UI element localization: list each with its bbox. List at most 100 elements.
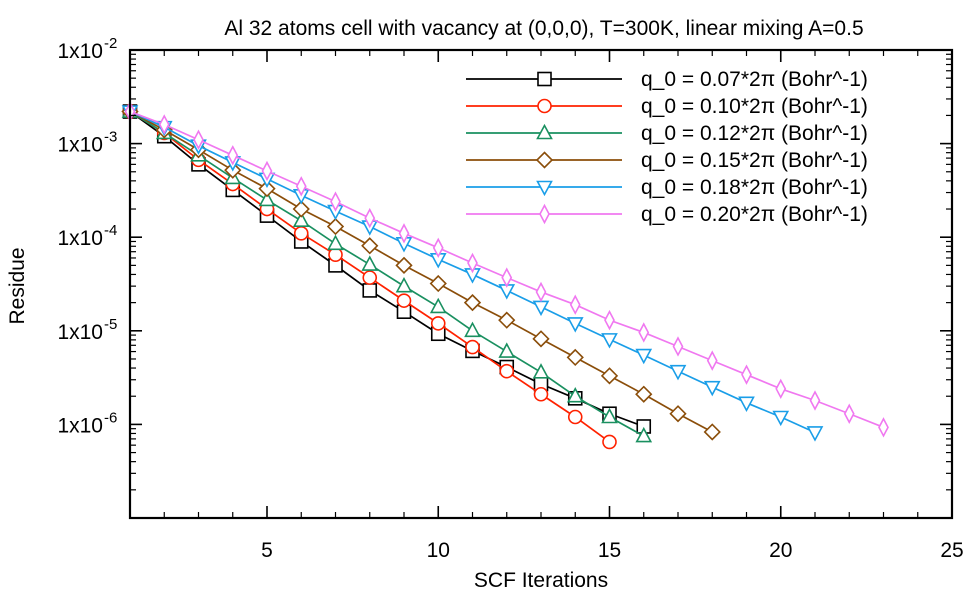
data-point-marker <box>703 423 721 441</box>
data-point-marker <box>775 378 787 400</box>
data-point-marker <box>535 281 547 303</box>
data-point-marker <box>602 434 617 450</box>
legend-label: q_0 = 0.15*2π (Bohr^-1) <box>641 149 868 172</box>
data-point-marker <box>193 129 204 150</box>
data-point-marker <box>878 417 889 438</box>
legend-marker <box>536 180 553 197</box>
y-tick-label-exponent: -4 <box>104 222 117 239</box>
data-point-marker <box>261 160 273 182</box>
y-tick-label: 1x10 -5 <box>57 316 117 344</box>
data-point-marker <box>361 237 379 255</box>
data-point-marker <box>361 255 379 271</box>
legend-entry: q_0 = 0.20*2π (Bohr^-1) <box>466 203 868 226</box>
data-point-marker <box>432 237 444 259</box>
data-point-marker <box>600 367 619 385</box>
data-point-marker <box>672 336 684 357</box>
data-point-marker <box>706 350 718 371</box>
legend-marker <box>537 71 552 87</box>
legend-marker <box>537 98 552 114</box>
data-point-marker <box>532 363 550 379</box>
legend-marker <box>539 203 550 225</box>
data-point-marker <box>395 276 413 293</box>
legend-entry: q_0 = 0.15*2π (Bohr^-1) <box>466 149 868 172</box>
y-tick-label: 1x10 -4 <box>57 222 117 250</box>
y-axis-label: Residue <box>6 247 29 324</box>
data-point-marker <box>327 234 344 251</box>
data-point-marker <box>328 247 343 263</box>
data-point-marker <box>569 294 581 315</box>
data-point-marker <box>772 410 790 427</box>
y-tick-label: 1x10 -3 <box>57 129 117 157</box>
data-point-marker <box>467 252 478 274</box>
plot-layer <box>121 101 889 450</box>
y-tick-label-base: 1x10 <box>57 40 103 63</box>
data-point-marker <box>499 363 515 379</box>
data-point-marker <box>669 364 687 381</box>
y-tick-label: 1x10 -6 <box>57 409 117 437</box>
data-series <box>121 102 653 443</box>
legend-marker <box>535 151 554 169</box>
legend: q_0 = 0.07*2π (Bohr^-1) q_0 = 0.10*2π (Bo… <box>466 68 868 226</box>
data-point-marker <box>566 317 584 333</box>
data-point-marker <box>364 207 376 229</box>
series-line <box>129 110 713 433</box>
x-tick-label: 25 <box>940 539 963 562</box>
data-point-marker <box>601 333 618 349</box>
data-point-marker <box>566 387 584 403</box>
data-point-marker <box>295 176 307 197</box>
x-tick-label: 20 <box>769 539 792 562</box>
data-series <box>124 101 889 438</box>
data-point-marker <box>330 191 341 212</box>
data-point-marker <box>601 407 618 424</box>
data-point-marker <box>703 380 721 397</box>
data-point-marker <box>326 217 345 236</box>
legend-entry: q_0 = 0.07*2π (Bohr^-1) <box>466 68 868 91</box>
data-point-marker <box>566 348 584 367</box>
data-point-marker <box>498 311 516 329</box>
y-tick-label-exponent: -6 <box>104 409 117 426</box>
data-point-marker <box>398 223 410 244</box>
chart-title: Al 32 atoms cell with vacancy at (0,0,0)… <box>224 17 863 40</box>
x-tick-label: 5 <box>261 539 273 562</box>
y-tick-label-exponent: -5 <box>104 316 117 333</box>
legend-entry: q_0 = 0.10*2π (Bohr^-1) <box>466 95 868 118</box>
y-tick-label-exponent: -2 <box>104 35 117 52</box>
legend-label: q_0 = 0.18*2π (Bohr^-1) <box>641 176 868 199</box>
y-tick-label: 1x10 -2 <box>57 35 117 63</box>
legend-label: q_0 = 0.20*2π (Bohr^-1) <box>641 203 868 226</box>
data-point-marker <box>635 348 653 365</box>
y-tick-label-base: 1x10 <box>57 227 103 250</box>
x-tick-label: 15 <box>598 539 621 562</box>
data-point-marker <box>258 180 276 198</box>
data-point-marker <box>395 256 413 275</box>
data-series <box>121 102 721 441</box>
data-point-marker <box>464 321 481 338</box>
data-point-marker <box>292 200 310 218</box>
data-point-marker <box>604 309 615 331</box>
data-point-marker <box>362 270 378 285</box>
legend-entry: q_0 = 0.18*2π (Bohr^-1) <box>466 176 868 199</box>
x-axis-label: SCF Iterations <box>474 569 608 592</box>
data-point-marker <box>532 300 550 317</box>
data-point-marker <box>635 426 653 443</box>
data-point-marker <box>293 226 309 241</box>
data-point-marker <box>429 274 447 293</box>
y-tick-label-base: 1x10 <box>57 321 103 344</box>
legend-label: q_0 = 0.10*2π (Bohr^-1) <box>641 95 868 118</box>
data-point-marker <box>463 293 482 312</box>
data-point-marker <box>292 211 310 228</box>
data-point-marker <box>806 426 824 442</box>
data-point-marker <box>429 297 447 314</box>
data-point-marker <box>638 322 650 343</box>
x-tick-label: 10 <box>427 539 450 562</box>
data-point-marker <box>227 145 239 166</box>
legend-entry: q_0 = 0.12*2π (Bohr^-1) <box>466 122 868 145</box>
data-point-marker <box>741 364 752 385</box>
data-point-marker <box>532 330 550 348</box>
data-point-marker <box>465 339 480 355</box>
y-tick-label-exponent: -3 <box>104 129 117 146</box>
data-point-marker <box>567 409 583 425</box>
